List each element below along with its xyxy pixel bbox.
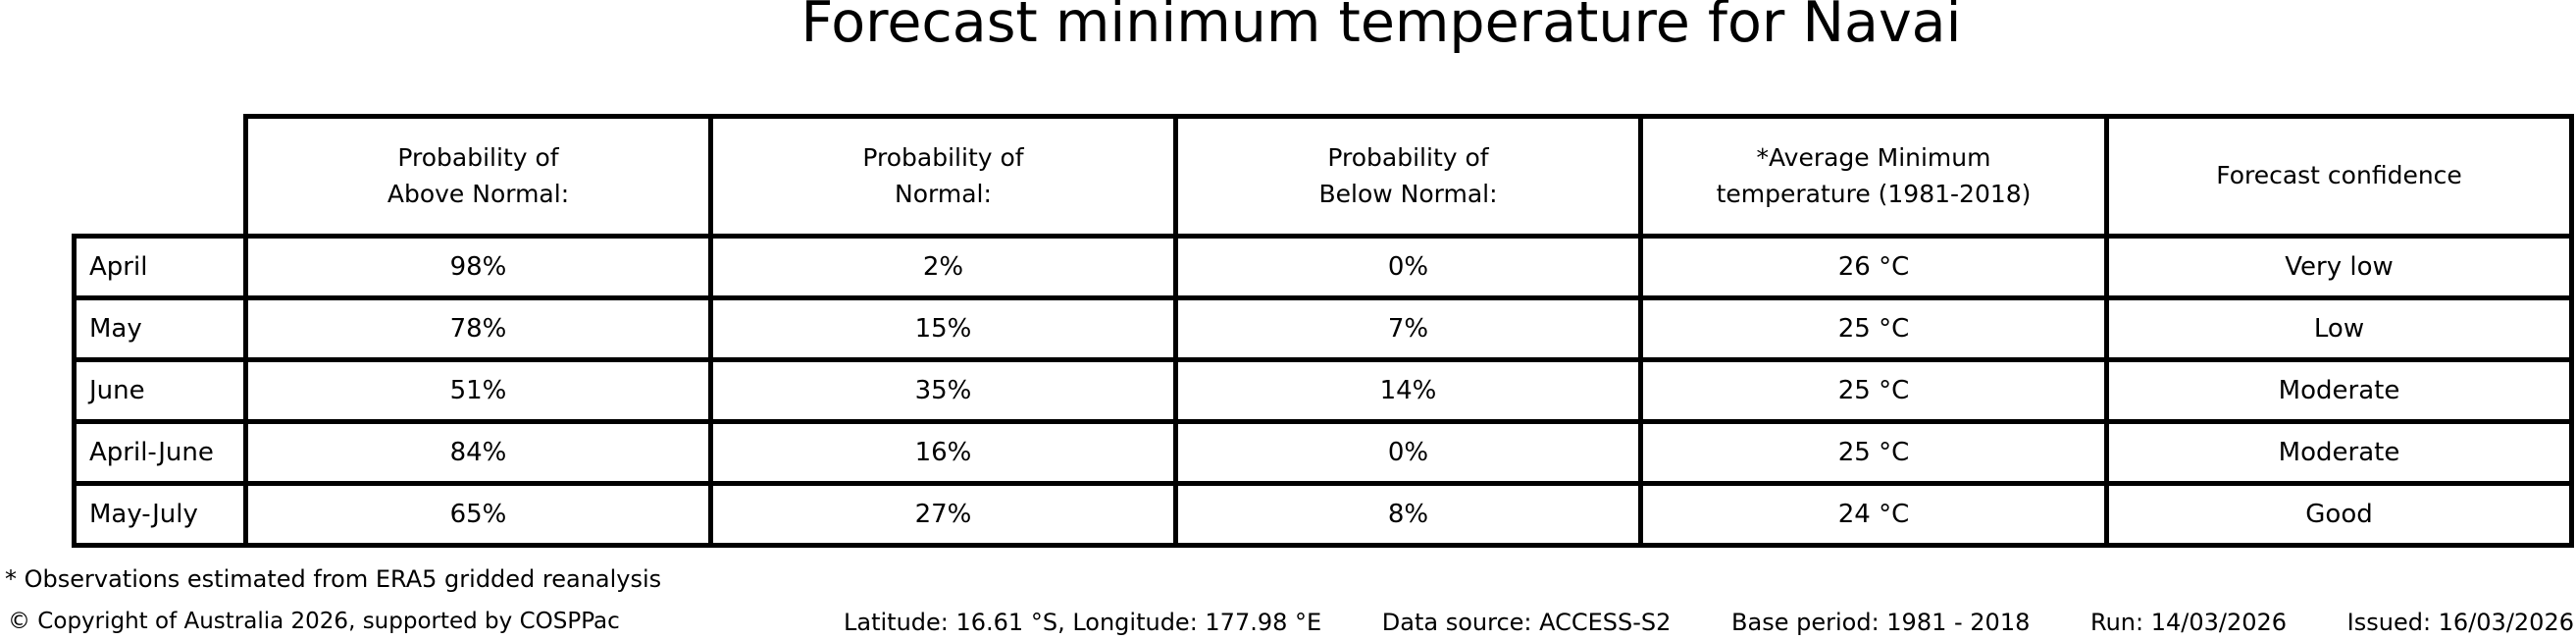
cell-normal: 2% bbox=[708, 234, 1178, 300]
table-row-may-july: May-July 65% 27% 8% 24 °C Good bbox=[72, 481, 2574, 548]
cell-above-normal: 98% bbox=[243, 234, 713, 300]
footer-base-period: Base period: 1981 - 2018 bbox=[1731, 609, 2031, 636]
cell-average-min-temp: 26 °C bbox=[1638, 234, 2109, 300]
cell-above-normal: 51% bbox=[243, 357, 713, 424]
table-row-june: June 51% 35% 14% 25 °C Moderate bbox=[72, 357, 2574, 424]
footer-run-date: Run: 14/03/2026 bbox=[2089, 609, 2288, 636]
table-row-april-june: April-June 84% 16% 0% 25 °C Moderate bbox=[72, 419, 2574, 486]
row-label-cell: June bbox=[72, 357, 248, 424]
col-header-forecast-confidence: Forecast confidence bbox=[2104, 114, 2574, 239]
row-label-cell: April bbox=[72, 234, 248, 300]
cell-below-normal: 0% bbox=[1173, 419, 1643, 486]
footer-location: Latitude: 16.61 °S, Longitude: 177.98 °E bbox=[844, 609, 1322, 636]
col-header-average-minimum-temperature: *Average Minimum temperature (1981-2018) bbox=[1638, 114, 2109, 239]
cell-average-min-temp: 25 °C bbox=[1638, 419, 2109, 486]
cell-below-normal: 0% bbox=[1173, 234, 1643, 300]
cell-forecast-confidence: Good bbox=[2104, 481, 2574, 548]
observations-footnote: * Observations estimated from ERA5 gridd… bbox=[5, 565, 662, 593]
cell-average-min-temp: 24 °C bbox=[1638, 481, 2109, 548]
cell-above-normal: 78% bbox=[243, 295, 713, 362]
forecast-table: Probability of Above Normal: Probability… bbox=[72, 114, 2574, 548]
cell-average-min-temp: 25 °C bbox=[1638, 295, 2109, 362]
row-label-cell: April-June bbox=[72, 419, 248, 486]
blank-corner-cell bbox=[75, 117, 246, 237]
header-row: Probability of Above Normal: Probability… bbox=[75, 114, 2574, 239]
col-header-normal: Probability of Normal: bbox=[708, 114, 1178, 239]
cell-normal: 15% bbox=[708, 295, 1178, 362]
cell-below-normal: 8% bbox=[1173, 481, 1643, 548]
cell-forecast-confidence: Moderate bbox=[2104, 419, 2574, 486]
cell-above-normal: 84% bbox=[243, 419, 713, 486]
table-row-april: April 98% 2% 0% 26 °C Very low bbox=[72, 234, 2574, 300]
footer-metadata-bar: Latitude: 16.61 °S, Longitude: 177.98 °E… bbox=[844, 609, 2574, 636]
row-label-cell: May-July bbox=[72, 481, 248, 548]
cell-forecast-confidence: Very low bbox=[2104, 234, 2574, 300]
col-header-below-normal: Probability of Below Normal: bbox=[1173, 114, 1643, 239]
cell-forecast-confidence: Low bbox=[2104, 295, 2574, 362]
col-header-above-normal: Probability of Above Normal: bbox=[243, 114, 713, 239]
cell-below-normal: 14% bbox=[1173, 357, 1643, 424]
cell-average-min-temp: 25 °C bbox=[1638, 357, 2109, 424]
cell-normal: 27% bbox=[708, 481, 1178, 548]
table-row-may: May 78% 15% 7% 25 °C Low bbox=[72, 295, 2574, 362]
footer-data-source: Data source: ACCESS-S2 bbox=[1381, 609, 1672, 636]
footer-issued-date: Issued: 16/03/2026 bbox=[2346, 609, 2574, 636]
cell-below-normal: 7% bbox=[1173, 295, 1643, 362]
copyright-notice: © Copyright of Australia 2026, supported… bbox=[8, 609, 620, 634]
row-label-cell: May bbox=[72, 295, 248, 362]
cell-above-normal: 65% bbox=[243, 481, 713, 548]
page-title: Forecast minimum temperature for Navai bbox=[800, 0, 1962, 55]
cell-forecast-confidence: Moderate bbox=[2104, 357, 2574, 424]
cell-normal: 16% bbox=[708, 419, 1178, 486]
cell-normal: 35% bbox=[708, 357, 1178, 424]
